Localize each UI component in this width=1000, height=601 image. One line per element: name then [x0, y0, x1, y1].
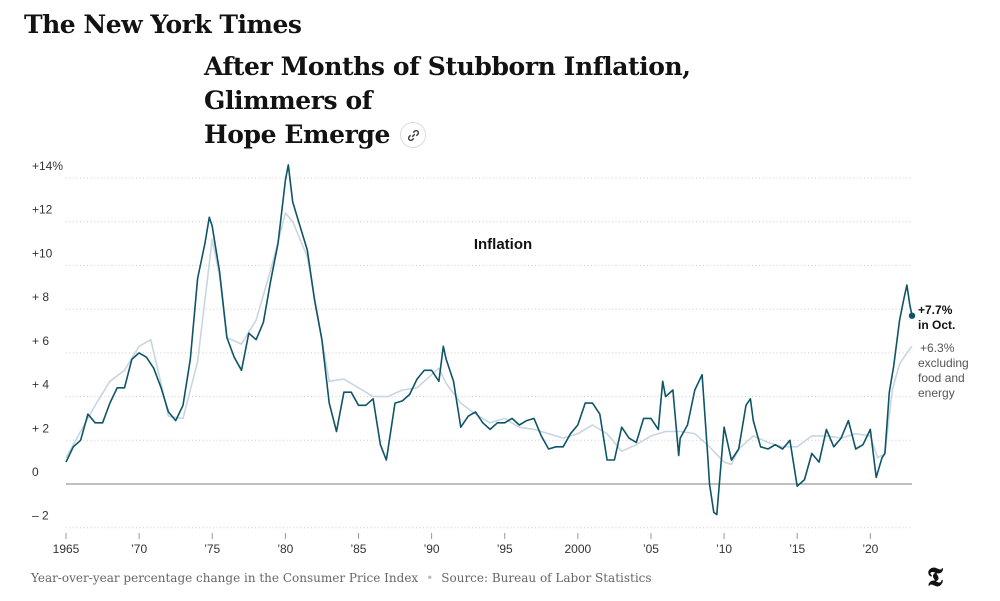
x-tick-label: ’15 — [789, 542, 805, 556]
x-tick-label: ’90 — [424, 542, 440, 556]
core-value-label: +6.3% — [920, 341, 955, 355]
core-caption-line: excluding — [918, 356, 969, 370]
y-tick-label: +10 — [32, 246, 53, 260]
footer-source: Source: Bureau of Labor Statistics — [441, 571, 652, 585]
x-tick-label: ’05 — [643, 542, 659, 556]
x-tick-label: 1965 — [53, 542, 80, 556]
latest-value-dot — [908, 312, 916, 319]
link-icon[interactable] — [399, 121, 426, 148]
headline: After Months of Stubborn Inflation, Glim… — [204, 50, 804, 152]
y-tick-label: 0 — [32, 465, 39, 479]
separator-dot: • — [426, 571, 434, 585]
x-tick-label: ’95 — [497, 542, 513, 556]
headline-value-label: +7.7% — [918, 303, 953, 317]
x-tick-label: ’20 — [862, 542, 878, 556]
series-line-all-items — [65, 164, 913, 516]
headline-caption-label: in Oct. — [918, 318, 955, 332]
headline-line-1: After Months of Stubborn Inflation, Glim… — [204, 52, 691, 115]
series-line-core — [65, 212, 913, 466]
y-tick-label: + 4 — [32, 378, 49, 392]
y-tick-label: +14% — [32, 159, 63, 173]
x-tick-label: ’80 — [277, 542, 293, 556]
y-tick-label: + 6 — [32, 334, 49, 348]
core-caption-line: food and — [918, 371, 965, 385]
y-tick-label: +12 — [32, 203, 53, 217]
x-tick-label: ’10 — [716, 542, 732, 556]
nyt-t-logo: 𝕿 — [927, 563, 943, 593]
y-tick-label: + 8 — [32, 290, 49, 304]
x-tick-label: ’75 — [204, 542, 220, 556]
headline-line-2: Hope Emerge — [204, 120, 390, 149]
x-tick-label: ’85 — [350, 542, 366, 556]
y-tick-label: + 2 — [32, 421, 49, 435]
core-caption-line: energy — [918, 386, 955, 400]
axis-labels: +14% +12 +10 + 8 + 6 + 4 + 2 0 – 2 1965 ’70 ’75 ’80 ’… — [32, 159, 879, 556]
y-tick-label: – 2 — [32, 509, 49, 523]
chart-title: Inflation — [474, 236, 532, 253]
grid — [66, 177, 912, 529]
nyt-masthead[interactable]: The New York Times — [24, 10, 302, 39]
footer-note: Year-over-year percentage change in the … — [31, 571, 419, 585]
x-tick-label: ’70 — [131, 542, 147, 556]
chart-footer: Year-over-year percentage change in the … — [31, 571, 652, 585]
series — [65, 164, 913, 516]
x-tick-label: 2000 — [564, 542, 591, 556]
